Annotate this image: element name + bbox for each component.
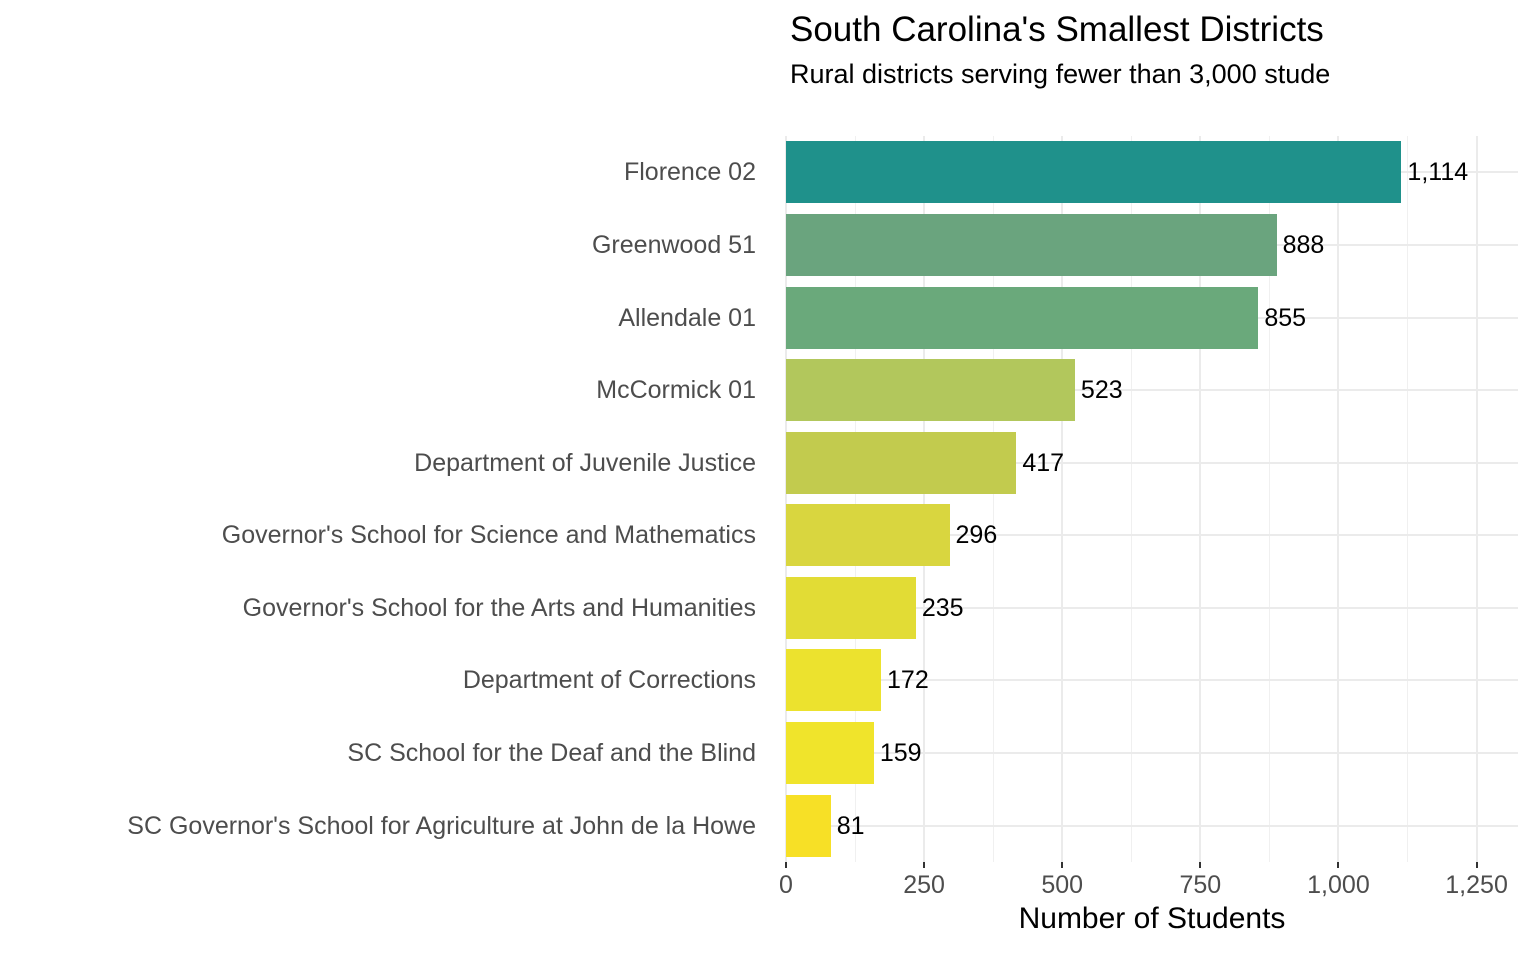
bar[interactable]: [786, 577, 916, 639]
gridline-horizontal: [786, 825, 1518, 827]
bar[interactable]: [786, 287, 1259, 349]
x-axis-tick-mark: [1199, 862, 1202, 868]
y-axis-category-labels: Florence 02 Greenwood 51 Allendale 01 McCor…: [0, 136, 772, 862]
chart-header: South Carolina's Smallest Districts Rura…: [790, 8, 1536, 92]
category-label: Governor's School for Science and Mathem…: [221, 521, 756, 549]
chart-subtitle: Rural districts serving fewer than 3,000…: [790, 59, 1331, 89]
gridline-horizontal: [786, 752, 1518, 754]
gridline-horizontal: [786, 679, 1518, 681]
gridline-horizontal: [786, 607, 1518, 609]
x-axis-tick-label: 500: [1041, 871, 1084, 899]
gridline-vertical-minor: [854, 136, 856, 862]
gridline-vertical-minor: [1407, 136, 1408, 862]
gridline-vertical-major: [1337, 136, 1340, 862]
bar[interactable]: [786, 432, 1017, 494]
x-axis-tick-label: 1,250: [1445, 871, 1508, 899]
x-axis-tick-label: 750: [1179, 871, 1222, 899]
category-label: McCormick 01: [596, 376, 756, 404]
x-axis-tick-mark: [785, 862, 787, 868]
category-label: Florence 02: [623, 158, 756, 186]
plot-area: 1,114 888 855 523 417 296 235 172 159 81: [785, 136, 1518, 862]
gridline-vertical-major: [1061, 136, 1064, 862]
category-label: Department of Juvenile Justice: [414, 449, 756, 477]
gridline-vertical-minor: [992, 136, 994, 862]
bar-value-label: 888: [1282, 231, 1325, 259]
x-axis-tick-mark: [1475, 862, 1478, 868]
bar-value-label: 235: [921, 594, 964, 622]
x-axis-tick-mark: [1061, 862, 1064, 868]
chart-title: South Carolina's Smallest Districts: [790, 10, 1324, 49]
bar[interactable]: [786, 504, 950, 566]
gridline-vertical-major: [1475, 136, 1478, 862]
category-label: SC School for the Deaf and the Blind: [347, 739, 756, 767]
bar-value-label: 417: [1022, 449, 1065, 477]
gridline-horizontal: [786, 389, 1518, 391]
bar-value-label: 1,114: [1407, 158, 1469, 186]
gridline-vertical-major: [785, 136, 787, 862]
x-axis-tick-label: 1,000: [1307, 871, 1370, 899]
bar-value-label: 296: [955, 521, 998, 549]
gridline-horizontal: [786, 534, 1518, 536]
category-label: Department of Corrections: [462, 666, 756, 694]
x-axis-title: Number of Students: [1018, 902, 1286, 935]
x-axis-tick-label: 250: [903, 871, 945, 899]
bar[interactable]: [786, 722, 874, 784]
gridline-vertical-minor: [1268, 136, 1270, 862]
bar[interactable]: [786, 141, 1402, 203]
category-label: Greenwood 51: [591, 231, 756, 259]
bar[interactable]: [786, 214, 1277, 276]
gridline-vertical-major: [1199, 136, 1202, 862]
category-label: Governor's School for the Arts and Human…: [242, 594, 756, 622]
bar-value-label: 172: [887, 666, 929, 694]
category-label: SC Governor's School for Agriculture at …: [127, 812, 756, 840]
bar-value-label: 159: [879, 739, 922, 767]
gridline-horizontal: [786, 462, 1518, 464]
bar-value-label: 855: [1264, 304, 1307, 332]
x-axis-tick-label: 0: [779, 871, 793, 899]
category-label: Allendale 01: [618, 304, 756, 332]
bar-value-label: 81: [836, 812, 865, 840]
x-axis-tick-mark: [1337, 862, 1340, 868]
gridline-vertical-major: [923, 136, 926, 862]
bar[interactable]: [786, 359, 1075, 421]
bar[interactable]: [786, 795, 831, 857]
x-axis-tick-mark: [923, 862, 926, 868]
gridline-vertical-minor: [1130, 136, 1132, 862]
bar-value-label: 523: [1080, 376, 1123, 404]
bar[interactable]: [786, 649, 882, 711]
